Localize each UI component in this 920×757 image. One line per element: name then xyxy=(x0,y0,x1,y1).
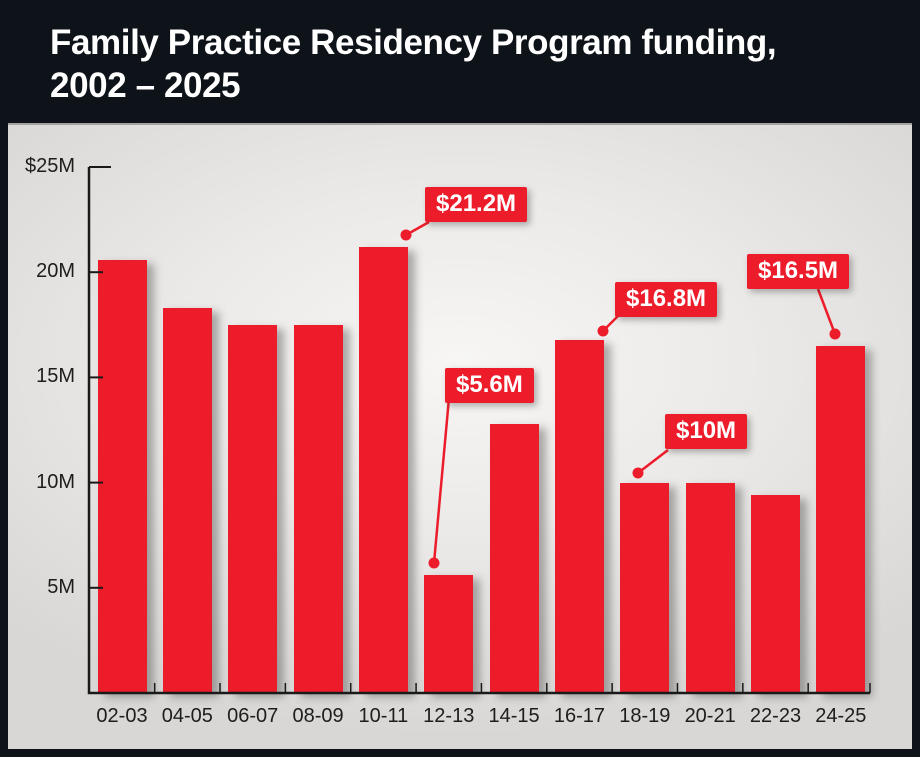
x-tick-label-14-15: 14-15 xyxy=(488,705,540,727)
x-tick-label-06-07: 06-07 xyxy=(227,705,279,727)
data-point-dot-21-2m xyxy=(400,229,412,241)
callout-label: $10M xyxy=(676,417,737,444)
x-tick-label-02-03: 02-03 xyxy=(96,705,148,727)
y-tick-label-15M: 15M xyxy=(36,365,75,388)
y-tick-label-20M: 20M xyxy=(36,260,75,283)
x-tick-label-16-17: 16-17 xyxy=(553,705,606,727)
leader-line-5-6m xyxy=(432,397,451,564)
leader-line-21-2m xyxy=(405,220,430,237)
x-tick-label-24-25: 24-25 xyxy=(815,705,867,727)
y-tick-label-10M: 10M xyxy=(36,470,75,493)
x-tick-label-12-13: 12-13 xyxy=(423,705,475,727)
callout-label: $16.5M xyxy=(758,257,839,284)
callout-label: $16.8M xyxy=(626,285,707,312)
callout-label: $5.6M xyxy=(456,371,523,398)
x-tick-label-22-23: 22-23 xyxy=(749,705,802,727)
page-title-line1: Family Practice Residency Program fundin… xyxy=(50,23,777,62)
data-point-dot-16-5m xyxy=(829,328,841,340)
bar-06-07 xyxy=(228,324,278,693)
chart-header: Family Practice Residency Program fundin… xyxy=(0,0,920,123)
x-tick-label-20-21: 20-21 xyxy=(684,705,736,727)
callout-12-13: $5.6M xyxy=(445,368,534,403)
leader-line-10m xyxy=(637,449,669,474)
bar-02-03 xyxy=(97,259,147,693)
callout-24-25: $16.5M xyxy=(747,254,850,289)
bar-22-23 xyxy=(751,495,800,693)
callout-10-11: $21.2M xyxy=(425,187,528,222)
y-tick-label-5M: 5M xyxy=(47,575,75,598)
page-title: Family Practice Residency Program fundin… xyxy=(0,0,920,107)
x-tick-label-10-11: 10-11 xyxy=(358,705,409,727)
bar-14-15 xyxy=(489,423,539,693)
data-point-dot-5-6m xyxy=(428,557,440,569)
bar-12-13 xyxy=(424,575,474,693)
data-point-dot-16-8m xyxy=(597,325,609,337)
bar-04-05 xyxy=(162,307,212,693)
data-point-dot-10m xyxy=(632,467,644,479)
callout-18-19: $10M xyxy=(665,414,748,449)
bar-20-21 xyxy=(685,482,735,693)
page-title-line2: 2002 – 2025 xyxy=(50,66,241,105)
x-tick-label-18-19: 18-19 xyxy=(619,705,671,727)
callout-label: $21.2M xyxy=(436,190,517,217)
y-tick-label-25M: $25M xyxy=(24,155,75,177)
bar-24-25 xyxy=(816,345,866,693)
callout-16-17: $16.8M xyxy=(615,282,718,317)
bar-08-09 xyxy=(293,324,343,693)
bar-18-19 xyxy=(620,482,670,693)
chart-panel: 02-03 04-05 06-07 08-09 10-11 12-13 14-15 16-17… xyxy=(8,123,912,749)
leader-line-16-8m xyxy=(602,314,620,332)
x-tick-label-04-05: 04-05 xyxy=(161,705,213,727)
bar-16-17 xyxy=(554,339,604,693)
leader-line-16-5m xyxy=(816,288,837,335)
bar-10-11 xyxy=(358,246,408,693)
x-tick-label-08-09: 08-09 xyxy=(292,705,344,727)
